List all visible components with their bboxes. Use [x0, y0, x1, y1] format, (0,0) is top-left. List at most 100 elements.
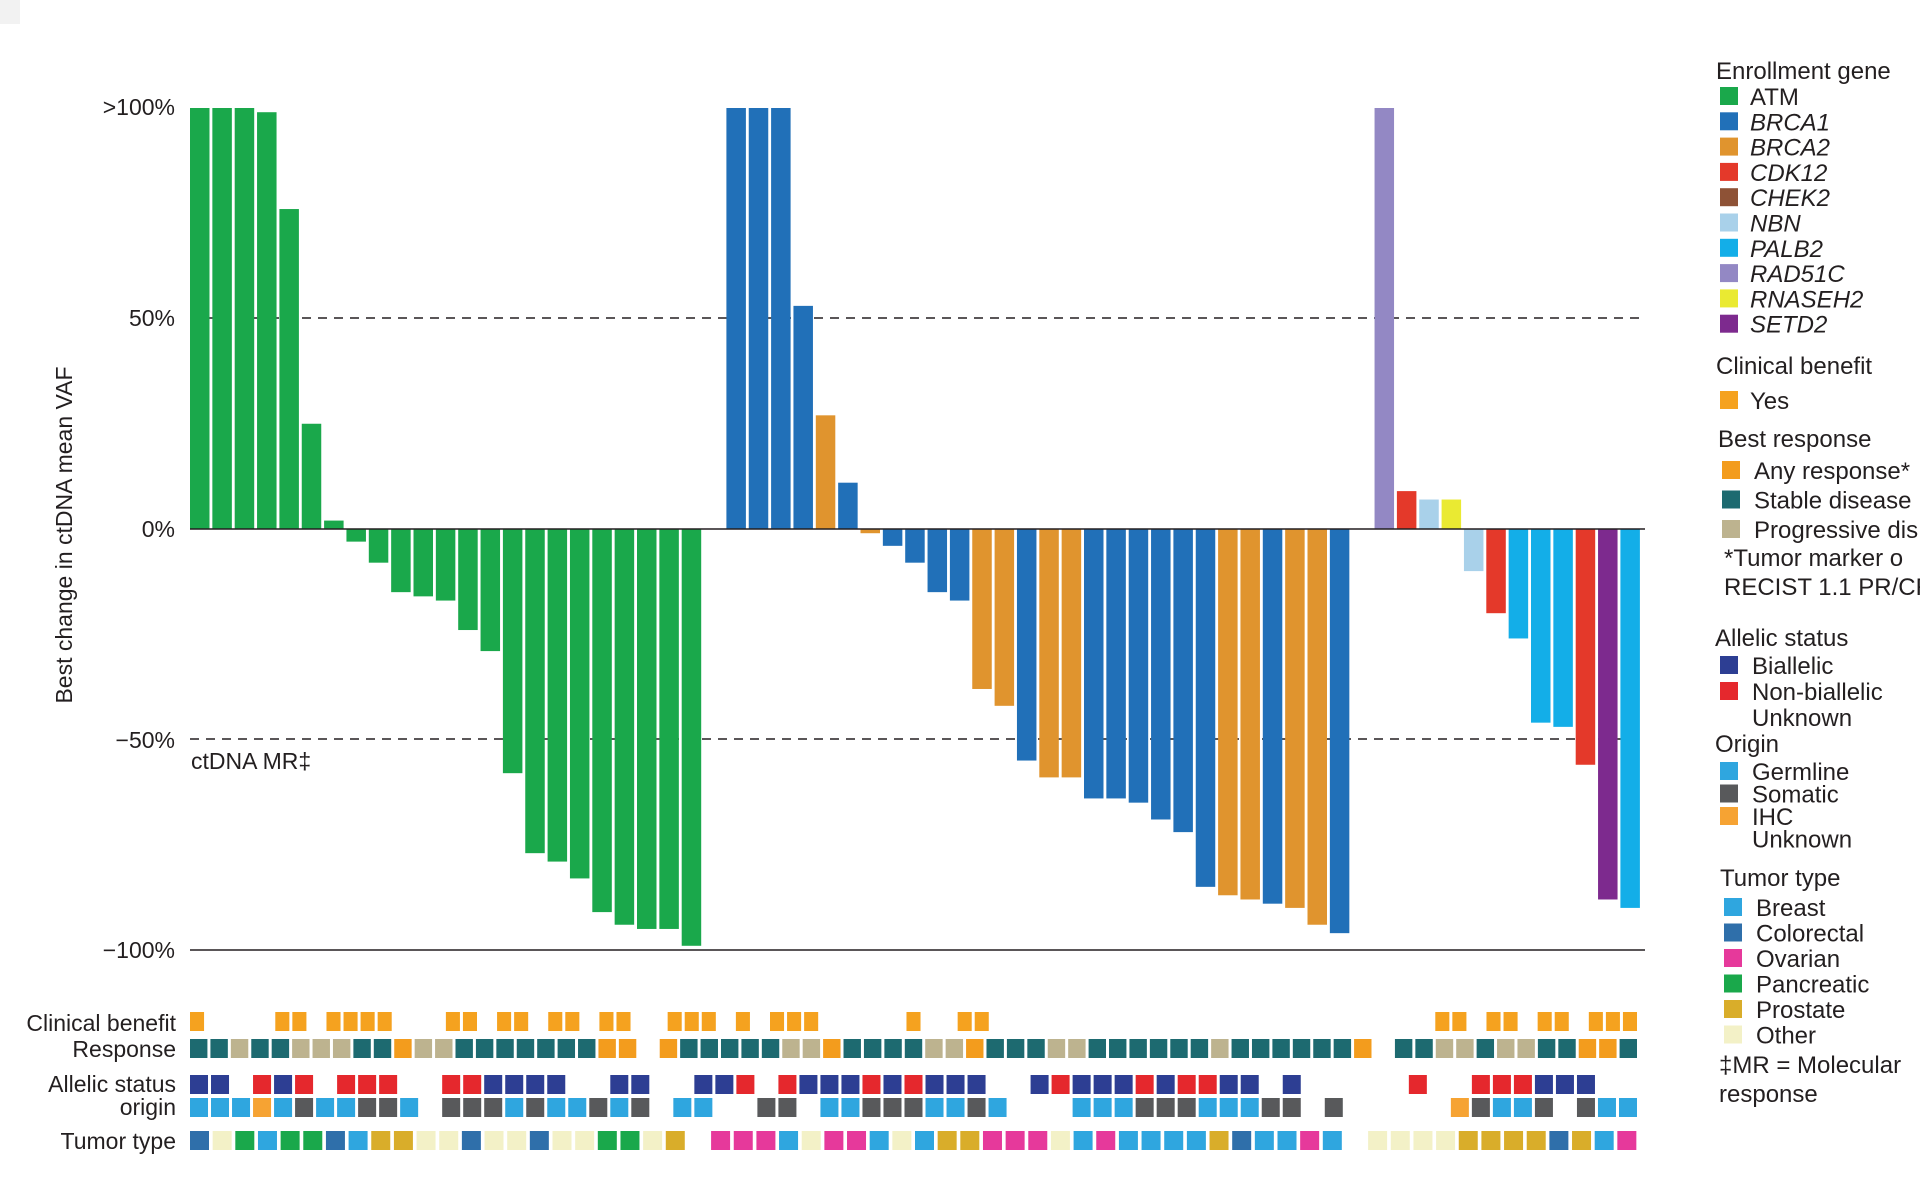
- bar-brca1-34: [949, 529, 970, 601]
- track-cell-tumor-type-20: [643, 1131, 663, 1150]
- legend-label-tumor-prostate: Prostate: [1756, 997, 1845, 1024]
- track-cell-response-29: [782, 1039, 800, 1058]
- track-cell-origin-49: [1219, 1098, 1238, 1117]
- track-cell-origin-4: [274, 1098, 293, 1117]
- track-cell-origin-38: [988, 1098, 1007, 1117]
- bar-atm-0: [190, 108, 210, 529]
- annotation-tracks: [190, 1012, 1637, 1150]
- track-cell-response-59: [1394, 1039, 1413, 1058]
- track-cell-response-41: [1027, 1039, 1045, 1058]
- track-cell-origin-33: [883, 1098, 902, 1117]
- track-cell-allelic-status-31: [841, 1075, 860, 1094]
- track-cell-tumor-type-3: [257, 1131, 277, 1150]
- footnote-line-1: ‡MR = Molecular: [1719, 1052, 1901, 1079]
- track-cell-response-9: [373, 1039, 392, 1058]
- track-cell-clinical-benefit-32: [735, 1012, 750, 1031]
- track-cell-tumor-type-19: [620, 1131, 640, 1150]
- bar-brca1-41: [1106, 529, 1126, 799]
- legend-swatch-gene-rad51c: [1720, 264, 1738, 283]
- track-cell-allelic-status-32: [862, 1075, 881, 1094]
- track-cell-tumor-type-0: [190, 1131, 209, 1150]
- legend-swatch-tumor-other: [1724, 1025, 1742, 1044]
- track-cell-allelic-status-37: [967, 1075, 986, 1094]
- track-cell-allelic-status-42: [1072, 1075, 1091, 1094]
- track-cell-response-67: [1558, 1039, 1576, 1058]
- track-cell-response-61: [1435, 1039, 1454, 1058]
- track-cell-response-7: [332, 1039, 351, 1058]
- track-cell-tumor-type-61: [1572, 1131, 1592, 1150]
- track-cell-clinical-benefit-9: [343, 1012, 358, 1031]
- bar-atm-21: [659, 529, 679, 929]
- track-cell-origin-32: [862, 1098, 881, 1117]
- bar-rad51c-53: [1374, 108, 1395, 529]
- legend-label-allelic-unknown: Unknown: [1752, 705, 1852, 732]
- track-cell-tumor-type-45: [1209, 1131, 1229, 1150]
- bar-brca2-50: [1307, 529, 1327, 925]
- track-cell-origin-34: [904, 1098, 923, 1117]
- legend-label-origin-ihc: IHC: [1752, 804, 1793, 831]
- legend-swatch-tumor-breast: [1724, 898, 1742, 916]
- track-cell-allelic-status-49: [1219, 1075, 1238, 1094]
- track-cell-tumor-type-32: [915, 1131, 934, 1150]
- track-label-response: Response: [72, 1036, 176, 1062]
- legend-swatch-gene-rnaseh2: [1720, 289, 1738, 308]
- legend-swatch-gene-brca2: [1720, 137, 1738, 156]
- track-cell-response-23: [659, 1039, 678, 1058]
- track-cell-allelic-status-66: [1576, 1075, 1595, 1094]
- legend-swatch-tumor-colorectal: [1724, 923, 1742, 942]
- track-cell-origin-37: [967, 1098, 986, 1117]
- track-cell-allelic-status-64: [1534, 1075, 1553, 1094]
- bar-atm-19: [614, 529, 635, 925]
- track-cell-tumor-type-11: [439, 1131, 459, 1150]
- track-cell-response-4: [271, 1039, 290, 1058]
- track-cell-origin-52: [1282, 1098, 1301, 1117]
- track-cell-origin-47: [1177, 1098, 1196, 1117]
- track-cell-response-49: [1190, 1039, 1209, 1058]
- legend-swatch-origin-ihc: [1720, 807, 1738, 825]
- track-cell-tumor-type-28: [824, 1131, 844, 1150]
- legend-label-origin-somatic: Somatic: [1752, 782, 1839, 809]
- bar-atm-14: [502, 529, 523, 774]
- track-cell-origin-3: [253, 1098, 272, 1117]
- track-cell-allelic-status-35: [925, 1075, 944, 1094]
- track-cell-origin-16: [526, 1098, 545, 1117]
- legend-swatch-response-stable-disease: [1722, 490, 1740, 509]
- legend: Enrollment gene Clinical benefit Best re…: [1715, 58, 1920, 1108]
- legend-swatch-benefit-yes: [1720, 391, 1738, 409]
- track-cell-allelic-status-4: [274, 1075, 293, 1094]
- track-cell-allelic-status-25: [715, 1075, 734, 1094]
- track-cell-clinical-benefit-30: [701, 1012, 716, 1031]
- legend-label-origin-germline: Germline: [1752, 759, 1849, 786]
- track-cell-response-12: [435, 1039, 453, 1058]
- track-cell-tumor-type-13: [484, 1131, 504, 1150]
- track-cell-origin-19: [589, 1098, 608, 1117]
- track-cell-tumor-type-27: [801, 1131, 821, 1150]
- track-cell-origin-12: [442, 1098, 461, 1117]
- y-tick-label-50: 50%: [129, 305, 175, 331]
- track-cell-tumor-type-31: [892, 1131, 912, 1150]
- track-cell-allelic-status-14: [484, 1075, 503, 1094]
- track-cell-clinical-benefit-8: [326, 1012, 341, 1031]
- track-cell-allelic-status-45: [1135, 1075, 1154, 1094]
- track-cell-origin-15: [505, 1098, 524, 1117]
- legend-swatch-gene-setd2: [1720, 314, 1738, 333]
- track-cell-clinical-benefit-16: [462, 1012, 477, 1031]
- track-cell-response-17: [537, 1039, 555, 1058]
- track-cell-response-0: [190, 1039, 208, 1058]
- track-cell-response-47: [1149, 1039, 1168, 1058]
- track-cell-allelic-status-40: [1030, 1075, 1049, 1094]
- track-cell-response-3: [251, 1039, 269, 1058]
- track-cell-allelic-status-33: [883, 1075, 902, 1094]
- legend-swatch-origin-germline: [1720, 762, 1738, 780]
- track-cell-response-10: [394, 1039, 412, 1058]
- bar-atm-13: [480, 529, 501, 652]
- track-cell-response-65: [1517, 1039, 1535, 1058]
- track-cell-allelic-status-29: [799, 1075, 818, 1094]
- bar-atm-9: [391, 529, 411, 593]
- track-cell-allelic-status-16: [526, 1075, 545, 1094]
- track-cell-response-25: [700, 1039, 718, 1058]
- track-cell-allelic-status-58: [1408, 1075, 1427, 1094]
- track-cell-tumor-type-2: [235, 1131, 255, 1150]
- bar-brca1-37: [1016, 529, 1037, 761]
- track-cell-response-43: [1068, 1039, 1086, 1058]
